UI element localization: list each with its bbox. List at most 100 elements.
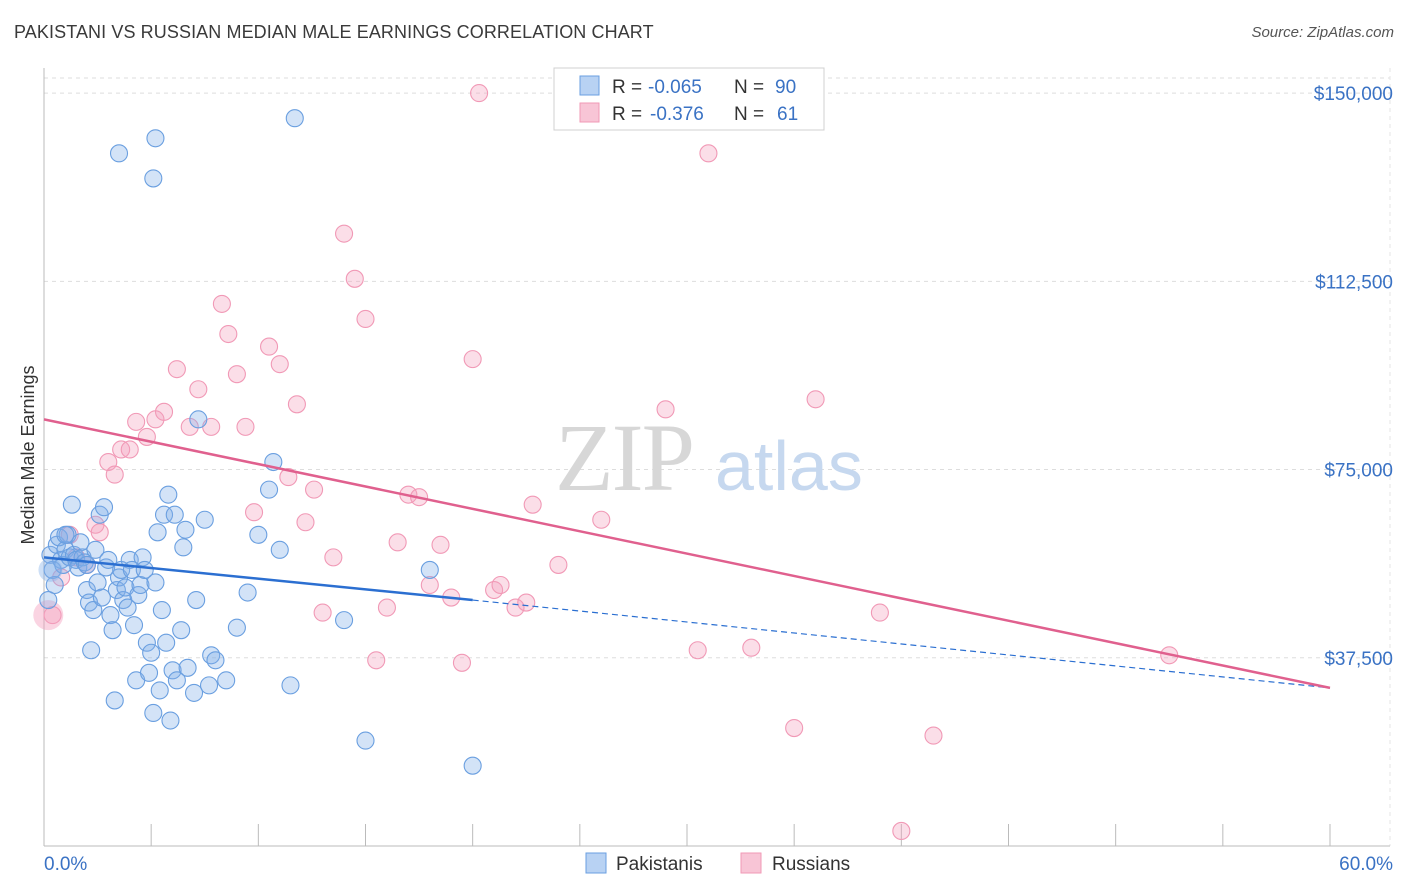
pakistani-point [146,129,165,148]
russians-points [33,84,1179,840]
series-swatch-pakistanis [585,852,607,874]
russian-point [212,294,231,313]
x-tick-label-1: 60.0% [1339,854,1393,875]
russian-point [870,603,889,622]
russian-point [90,523,109,542]
pakistani-point [420,560,439,579]
russian-point [656,400,675,419]
pakistani-point [135,560,154,579]
pakistani-point [161,711,180,730]
russian-point [367,651,386,670]
russian-point [43,606,62,625]
pakistani-point [62,495,81,514]
pakistani-point [178,658,197,677]
russian-point [324,548,343,567]
russian-point [270,355,289,374]
pakistani-point [249,525,268,544]
russian-point [463,350,482,369]
russian-trend-line [43,418,1331,690]
russian-point [470,84,489,103]
russian-point [452,653,472,672]
russian-point [377,598,396,617]
y-tick-label-3: $150,000 [1314,84,1393,105]
pakistani-point [159,485,178,504]
pakistani-point [77,555,96,574]
series-label-pakistanis: Pakistanis [616,854,703,875]
russian-point [219,324,238,344]
y-axis-label: Median Male Earnings [18,365,38,544]
pakistani-point [84,601,103,620]
pakistani-point [206,651,225,670]
legend-r-value-1: -0.065 [648,77,702,98]
russian-point [699,144,718,163]
pakistani-point [270,540,289,559]
pakistani-cluster-point [38,557,63,582]
pakistani-point [148,523,167,542]
pakistani-point [139,663,159,682]
pakistani-point [101,606,120,625]
pakistani-point [131,575,150,595]
pakistani-point [163,661,182,680]
russian-point [785,718,804,738]
pakistani-point [172,621,191,640]
russian-point [279,468,298,487]
pakistani-point [154,505,174,524]
pakistani-point [184,683,204,702]
pakistani-point [88,573,107,592]
pakistani-point [124,616,144,635]
russian-point [523,495,542,514]
pakistani-point [144,703,163,723]
axes [43,68,1390,847]
y-tick-labels: $37,500 $75,000 $112,500 $150,000 [1314,84,1393,670]
pakistani-point [45,575,64,595]
legend-swatch-russians [579,102,600,123]
russian-point [120,440,139,459]
pakistani-point [463,756,482,775]
pakistani-point [144,169,163,188]
russian-point [305,480,324,499]
pakistani-point [199,676,219,695]
correlation-legend: R = -0.065 N = 90 R = -0.376 N = 61 [553,67,825,131]
source-label: Source: ZipAtlas.com [1251,24,1394,41]
x-tick-label-0: 0.0% [44,854,87,875]
russian-point [688,641,707,660]
russian-point [105,465,124,484]
trend-lines [43,418,1331,690]
pakistani-point [176,520,195,539]
pakistani-point [71,533,90,552]
series-swatch-russians [740,852,762,874]
pakistani-point [227,618,246,637]
pakistani-point [195,510,214,529]
svg-text:atlas: atlas [715,427,863,505]
russian-point [892,821,911,840]
legend-r-label-1: R = [612,77,642,98]
series-label-russians: Russians [772,854,850,875]
y-tick-label-2: $112,500 [1315,272,1393,293]
pakistani-point [187,591,206,610]
russian-point [388,533,407,552]
pakistani-point [281,676,300,695]
y-tick-label-0: $37,500 [1324,649,1393,670]
pakistani-point [86,540,105,559]
pakistani-point [152,601,171,620]
pakistani-point [217,671,236,690]
russian-point [335,224,354,243]
russian-point [420,575,439,595]
russian-point [296,513,315,532]
russian-point [236,417,255,436]
pakistani-point [174,538,193,557]
legend-n-label-1: N = [734,77,764,98]
russian-cluster-point [33,600,64,631]
pakistani-point [82,641,101,660]
russian-point [506,598,525,617]
russian-point [189,380,208,399]
russian-point [127,412,146,431]
russian-point [154,402,174,421]
russian-point [592,510,611,529]
russian-point [742,638,761,657]
pakistani-point [142,643,161,662]
russian-point [167,360,186,379]
russian-point [259,337,279,356]
russian-point [356,309,375,329]
